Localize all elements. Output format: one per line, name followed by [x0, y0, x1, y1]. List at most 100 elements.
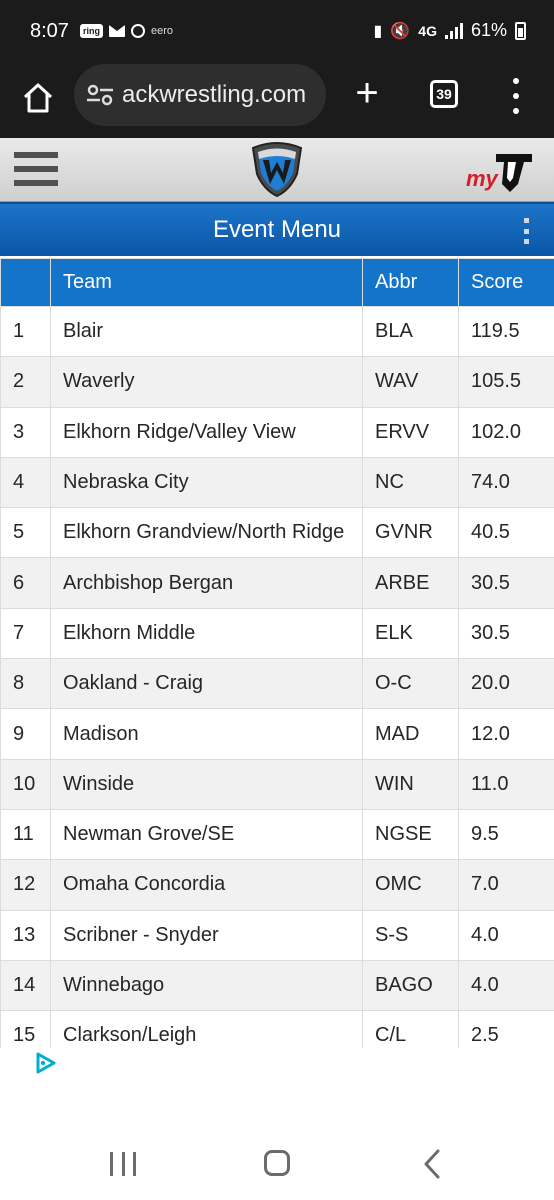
cell-abbr: ARBE [362, 557, 459, 609]
cell-team[interactable]: Clarkson/Leigh [50, 1010, 363, 1048]
cell-rank: 8 [0, 658, 51, 710]
cell-score: 30.5 [458, 557, 554, 609]
address-bar[interactable]: ackwrestling.com [74, 64, 326, 126]
eero-icon: eero [151, 25, 174, 37]
battery-saver-icon: ▮ [373, 22, 383, 40]
my-label: my [466, 166, 498, 191]
table-row[interactable]: 4 Nebraska City NC 74.0 [0, 456, 554, 509]
battery-icon [515, 21, 526, 40]
cell-score: 30.5 [458, 607, 554, 660]
plus-icon[interactable]: + [355, 71, 379, 115]
header-abbr[interactable]: Abbr [362, 258, 459, 307]
table-row[interactable]: 2 Waverly WAV 105.5 [0, 356, 554, 408]
site-logo[interactable] [250, 140, 304, 198]
tab-switcher-button[interactable]: 39 [430, 80, 458, 108]
cell-score: 12.0 [458, 708, 554, 760]
table-row[interactable]: 5 Elkhorn Grandview/North Ridge GVNR 40.5 [0, 507, 554, 559]
cell-score: 11.0 [458, 758, 554, 810]
home-nav-icon[interactable] [264, 1150, 290, 1176]
my-trackwrestling-logo[interactable]: my [466, 148, 534, 196]
site-header: my [0, 138, 554, 202]
cell-rank: 11 [0, 808, 51, 861]
cell-team[interactable]: Nebraska City [50, 456, 363, 509]
cell-team[interactable]: Archbishop Bergan [50, 557, 363, 609]
table-row[interactable]: 8 Oakland - Craig O-C 20.0 [0, 658, 554, 710]
cell-abbr: ERVV [362, 406, 459, 458]
status-bar: 8:07 ring eero ▮ 🔇 4G 61% [0, 0, 554, 64]
cell-score: 4.0 [458, 959, 554, 1012]
mail-icon [109, 25, 125, 37]
hamburger-icon[interactable] [14, 152, 58, 186]
table-row[interactable]: 10 Winside WIN 11.0 [0, 758, 554, 810]
cell-rank: 10 [0, 758, 51, 810]
cell-score: 2.5 [458, 1010, 554, 1048]
table-row[interactable]: 11 Newman Grove/SE NGSE 9.5 [0, 808, 554, 861]
cell-rank: 3 [0, 406, 51, 458]
cell-score: 4.0 [458, 909, 554, 961]
my-logo-mark [496, 154, 532, 192]
cell-rank: 4 [0, 456, 51, 509]
cell-score: 7.0 [458, 859, 554, 911]
cell-team[interactable]: Elkhorn Middle [50, 607, 363, 660]
table-row[interactable]: 14 Winnebago BAGO 4.0 [0, 959, 554, 1012]
more-vert-icon[interactable] [506, 78, 526, 114]
cell-rank: 6 [0, 557, 51, 609]
system-icons: ▮ 🔇 4G 61% [374, 20, 526, 41]
cell-team[interactable]: Winside [50, 758, 363, 810]
status-time: 8:07 [30, 20, 69, 42]
signal-icon [444, 22, 463, 39]
system-nav-bar [0, 1138, 554, 1200]
cell-score: 40.5 [458, 507, 554, 559]
more-vert-icon[interactable] [524, 218, 532, 244]
header-team[interactable]: Team [50, 258, 363, 307]
cell-abbr: S-S [362, 909, 459, 961]
cell-team[interactable]: Oakland - Craig [50, 658, 363, 710]
sync-icon [131, 24, 145, 38]
cell-rank: 15 [0, 1010, 51, 1048]
home-icon[interactable] [20, 80, 56, 116]
cell-score: 9.5 [458, 808, 554, 861]
cell-team[interactable]: Elkhorn Grandview/North Ridge [50, 507, 363, 559]
team-scores-table: Team Abbr Score 1 Blair BLA 119.5 2 Waverly WA… [0, 258, 554, 1048]
table-row[interactable]: 15 Clarkson/Leigh C/L 2.5 [0, 1010, 554, 1048]
cell-rank: 5 [0, 507, 51, 559]
table-row[interactable]: 3 Elkhorn Ridge/Valley View ERVV 102.0 [0, 406, 554, 458]
url-text: ackwrestling.com [122, 81, 307, 108]
cell-team[interactable]: Waverly [50, 356, 363, 408]
network-type: 4G [418, 22, 437, 39]
cell-team[interactable]: Elkhorn Ridge/Valley View [50, 406, 363, 458]
cell-abbr: NC [362, 456, 459, 509]
event-menu-bar[interactable]: Event Menu [0, 202, 554, 256]
cell-abbr: OMC [362, 859, 459, 911]
ad-banner[interactable] [0, 1048, 554, 1138]
cell-team[interactable]: Winnebago [50, 959, 363, 1012]
event-menu-title[interactable]: Event Menu [212, 216, 342, 243]
back-icon[interactable] [420, 1148, 444, 1180]
table-row[interactable]: 9 Madison MAD 12.0 [0, 708, 554, 760]
cell-abbr: C/L [362, 1010, 459, 1048]
table-row[interactable]: 1 Blair BLA 119.5 [0, 305, 554, 358]
cell-abbr: BAGO [362, 959, 459, 1012]
cell-abbr: MAD [362, 708, 459, 760]
cell-rank: 13 [0, 909, 51, 961]
cell-team[interactable]: Blair [50, 305, 363, 358]
table-row[interactable]: 6 Archbishop Bergan ARBE 30.5 [0, 557, 554, 609]
cell-team[interactable]: Omaha Concordia [50, 859, 363, 911]
table-row[interactable]: 7 Elkhorn Middle ELK 30.5 [0, 607, 554, 660]
cell-team[interactable]: Madison [50, 708, 363, 760]
cell-score: 119.5 [458, 305, 554, 358]
recents-icon[interactable] [110, 1152, 136, 1176]
tune-icon[interactable] [86, 83, 114, 107]
cell-abbr: BLA [362, 305, 459, 358]
cell-score: 105.5 [458, 356, 554, 408]
header-score[interactable]: Score [458, 258, 554, 307]
browser-toolbar: ackwrestling.com + 39 [0, 64, 554, 138]
cell-score: 20.0 [458, 658, 554, 710]
cell-abbr: ELK [362, 607, 459, 660]
table-row[interactable]: 13 Scribner - Snyder S-S 4.0 [0, 909, 554, 961]
table-header-row: Team Abbr Score [0, 258, 554, 307]
cell-team[interactable]: Scribner - Snyder [50, 909, 363, 961]
adchoices-icon[interactable] [34, 1052, 58, 1074]
table-row[interactable]: 12 Omaha Concordia OMC 7.0 [0, 859, 554, 911]
cell-team[interactable]: Newman Grove/SE [50, 808, 363, 861]
